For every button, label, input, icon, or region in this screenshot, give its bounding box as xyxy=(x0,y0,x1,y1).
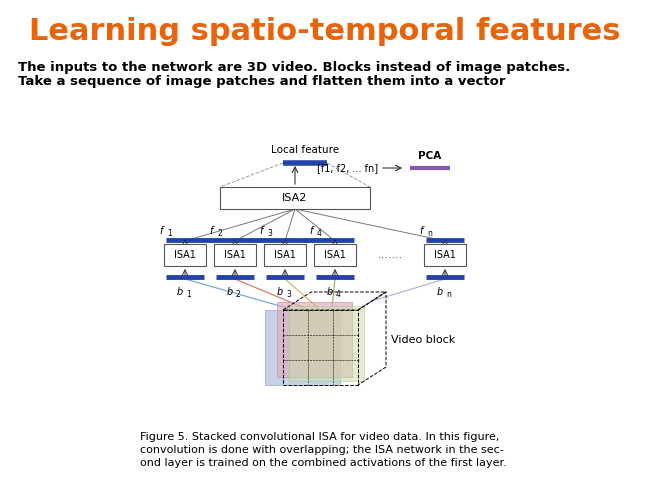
FancyBboxPatch shape xyxy=(314,244,356,266)
Polygon shape xyxy=(265,310,340,385)
Text: f: f xyxy=(159,226,163,236)
Text: ISA2: ISA2 xyxy=(283,193,308,203)
Text: f: f xyxy=(210,226,213,236)
Text: 3: 3 xyxy=(267,229,272,238)
Text: Video block: Video block xyxy=(391,335,455,345)
Text: 2: 2 xyxy=(217,229,222,238)
Text: 2: 2 xyxy=(236,290,241,299)
Text: 1: 1 xyxy=(167,229,172,238)
Text: Learning spatio-temporal features: Learning spatio-temporal features xyxy=(29,18,621,46)
Text: ISA1: ISA1 xyxy=(434,250,456,260)
Text: 4: 4 xyxy=(336,290,341,299)
Text: b: b xyxy=(327,287,333,297)
FancyBboxPatch shape xyxy=(164,244,206,266)
Text: ond layer is trained on the combined activations of the first layer.: ond layer is trained on the combined act… xyxy=(140,458,506,468)
Text: f: f xyxy=(260,226,263,236)
Text: PCA: PCA xyxy=(419,151,441,161)
Polygon shape xyxy=(289,306,364,381)
Text: n: n xyxy=(446,290,451,299)
Text: b: b xyxy=(437,287,443,297)
Text: Take a sequence of image patches and flatten them into a vector: Take a sequence of image patches and fla… xyxy=(18,75,505,87)
Text: .......: ....... xyxy=(378,250,403,260)
Text: b: b xyxy=(227,287,233,297)
Text: [f1, f2, ... fn]: [f1, f2, ... fn] xyxy=(317,163,378,173)
Text: f: f xyxy=(310,226,313,236)
Text: ISA1: ISA1 xyxy=(324,250,346,260)
Text: ISA1: ISA1 xyxy=(224,250,246,260)
Text: n: n xyxy=(427,229,432,238)
Text: Figure 5. Stacked convolutional ISA for video data. In this figure,: Figure 5. Stacked convolutional ISA for … xyxy=(140,432,499,442)
Text: 1: 1 xyxy=(186,290,191,299)
FancyBboxPatch shape xyxy=(214,244,256,266)
Text: ISA1: ISA1 xyxy=(174,250,196,260)
Text: b: b xyxy=(177,287,183,297)
Text: convolution is done with overlapping; the ISA network in the sec-: convolution is done with overlapping; th… xyxy=(140,445,504,455)
FancyBboxPatch shape xyxy=(220,187,370,209)
Text: The inputs to the network are 3D video. Blocks instead of image patches.: The inputs to the network are 3D video. … xyxy=(18,61,570,74)
Text: 3: 3 xyxy=(286,290,291,299)
FancyBboxPatch shape xyxy=(264,244,306,266)
Text: ISA1: ISA1 xyxy=(274,250,296,260)
Text: 4: 4 xyxy=(317,229,322,238)
Text: b: b xyxy=(277,287,283,297)
Text: f: f xyxy=(420,226,423,236)
Polygon shape xyxy=(277,302,352,377)
FancyBboxPatch shape xyxy=(424,244,466,266)
Text: Local feature: Local feature xyxy=(271,145,339,155)
